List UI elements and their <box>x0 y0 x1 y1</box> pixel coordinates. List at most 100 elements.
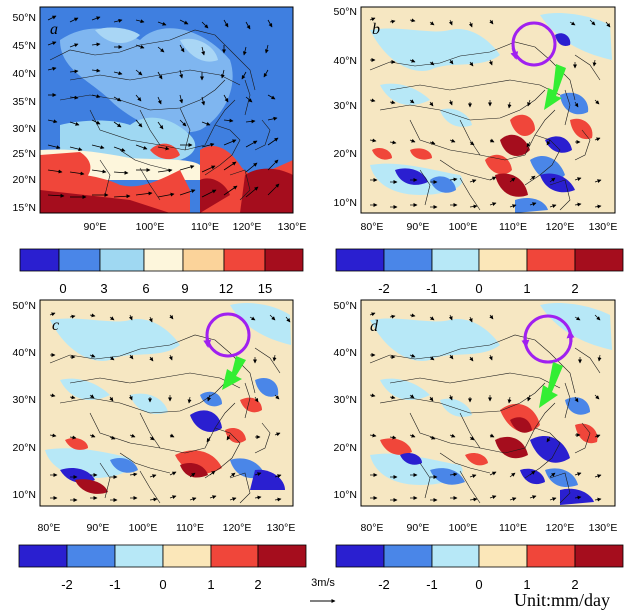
flow-arrow-icon <box>539 362 563 408</box>
lat-tick: 30°N <box>13 123 36 135</box>
panel-d: d 50°N 40°N 30°N 20°N 10°N 80°E 90°E 100… <box>334 299 624 592</box>
lat-tick: 10°N <box>13 489 36 501</box>
colorbar-label: 6 <box>142 281 149 296</box>
colorbar-label: 0 <box>59 281 66 296</box>
reference-vector: 3m/s <box>310 577 336 603</box>
lon-tick: 120°E <box>546 221 575 233</box>
circle-direction-arrow-icon <box>521 335 530 348</box>
lat-tick: 50°N <box>334 300 357 312</box>
panel-a-label: a <box>50 21 58 38</box>
flow-arrow-icon <box>544 64 566 110</box>
colorbar-label: 15 <box>258 281 272 296</box>
colorbar-label: 1 <box>207 577 214 592</box>
lon-tick: 100°E <box>129 522 158 534</box>
colorbar-label: -1 <box>426 281 438 296</box>
panel-d-colorbar-labels: -2 -1 0 1 2 <box>378 577 578 592</box>
reference-vector-label: 3m/s <box>311 577 335 589</box>
panel-c: c 50°N 40°N 30°N 20°N 10°N 80°E 90°E 100… <box>13 299 307 592</box>
lon-tick: 80°E <box>38 522 61 534</box>
panel-c-lon-ticks: 80°E 90°E 100°E 110°E 120°E 130°E <box>38 522 296 534</box>
lat-tick: 40°N <box>13 68 36 80</box>
colorbar-label: 0 <box>475 577 482 592</box>
panel-d-wind-vectors <box>369 312 602 502</box>
circle-direction-arrow-icon <box>203 337 212 348</box>
lon-tick: 110°E <box>499 221 527 233</box>
lat-tick: 20°N <box>334 442 357 454</box>
lon-tick: 120°E <box>233 221 262 233</box>
lon-tick: 90°E <box>87 522 110 534</box>
lat-tick: 25°N <box>13 148 36 160</box>
panel-c-label: c <box>52 317 59 334</box>
lat-tick: 30°N <box>334 100 357 112</box>
lat-tick: 20°N <box>13 442 36 454</box>
lat-tick: 20°N <box>334 148 357 160</box>
lon-tick: 90°E <box>407 221 430 233</box>
panel-b-lat-ticks: 50°N 40°N 30°N 20°N 10°N <box>334 6 357 209</box>
colorbar-label: 2 <box>571 577 578 592</box>
lon-tick: 130°E <box>278 221 307 233</box>
panel-d-colorbar <box>335 544 624 568</box>
panel-a-map <box>40 7 293 213</box>
panel-b-wind-vectors <box>369 17 611 209</box>
colorbar-label: 9 <box>181 281 188 296</box>
colorbar-label: -2 <box>378 281 390 296</box>
lon-tick: 130°E <box>267 522 296 534</box>
colorbar-label: -2 <box>378 577 390 592</box>
colorbar-label: -1 <box>109 577 121 592</box>
panel-b-lon-ticks: 80°E 90°E 100°E 110°E 120°E 130°E <box>361 221 618 233</box>
lon-tick: 130°E <box>589 522 618 534</box>
lat-tick: 40°N <box>334 347 357 359</box>
lon-tick: 110°E <box>499 522 527 534</box>
panel-c-colorbar-labels: -2 -1 0 1 2 <box>61 577 261 592</box>
colorbar-label: -2 <box>61 577 73 592</box>
lon-tick: 100°E <box>449 522 478 534</box>
cyclone-circle-icon <box>511 21 557 67</box>
panel-a-colorbar-labels: 0 3 6 9 12 15 <box>59 281 272 296</box>
panel-d-lat-ticks: 50°N 40°N 30°N 20°N 10°N <box>334 300 357 501</box>
panel-d-map <box>361 300 615 506</box>
lon-tick: 120°E <box>546 522 575 534</box>
colorbar-label: 0 <box>475 281 482 296</box>
panel-a-wind-vectors <box>47 15 280 199</box>
lon-tick: 100°E <box>136 221 165 233</box>
panel-d-frame <box>360 299 616 507</box>
panel-c-frame <box>39 299 294 507</box>
lat-tick: 40°N <box>13 347 36 359</box>
panel-b-frame <box>360 6 616 214</box>
cyclone-circle-icon <box>205 312 251 358</box>
lat-tick: 15°N <box>13 202 36 214</box>
lon-tick: 110°E <box>176 522 204 534</box>
lat-tick: 20°N <box>13 174 36 186</box>
panel-d-label: d <box>370 318 379 335</box>
panel-b-colorbar-labels: -2 -1 0 1 2 <box>378 281 578 296</box>
lat-tick: 40°N <box>334 55 357 67</box>
lat-tick: 50°N <box>334 6 357 18</box>
panel-a-lon-ticks: 90°E 100°E 110°E 120°E 130°E <box>84 221 307 233</box>
panel-b-label: b <box>372 21 380 38</box>
lat-tick: 10°N <box>334 197 357 209</box>
lon-tick: 110°E <box>191 221 219 233</box>
lat-tick: 35°N <box>13 96 36 108</box>
colorbar-label: 1 <box>523 577 530 592</box>
circle-direction-arrow-icon <box>510 47 519 60</box>
panel-b: b 50°N 40°N 30°N 20°N 10°N 80°E 90°E 100… <box>334 6 624 296</box>
panel-b-colorbar <box>335 248 624 272</box>
colorbar-label: 1 <box>523 281 530 296</box>
colorbar-label: 2 <box>571 281 578 296</box>
panel-a-lat-ticks: 50°N 45°N 40°N 35°N 30°N 25°N 20°N 15°N <box>13 12 36 214</box>
lat-tick: 30°N <box>334 394 357 406</box>
panel-c-colorbar <box>18 544 307 568</box>
panel-b-map <box>361 7 615 213</box>
unit-label: Unit:mm/day <box>514 590 610 610</box>
panel-c-lat-ticks: 50°N 40°N 30°N 20°N 10°N <box>13 300 36 501</box>
colorbar-label: 12 <box>219 281 233 296</box>
lon-tick: 130°E <box>589 221 618 233</box>
panel-d-lon-ticks: 80°E 90°E 100°E 110°E 120°E 130°E <box>361 522 618 534</box>
panel-a-colorbar <box>19 248 304 272</box>
lat-tick: 50°N <box>13 300 36 312</box>
lon-tick: 100°E <box>449 221 478 233</box>
lon-tick: 90°E <box>407 522 430 534</box>
lon-tick: 90°E <box>84 221 107 233</box>
lon-tick: 80°E <box>361 221 384 233</box>
